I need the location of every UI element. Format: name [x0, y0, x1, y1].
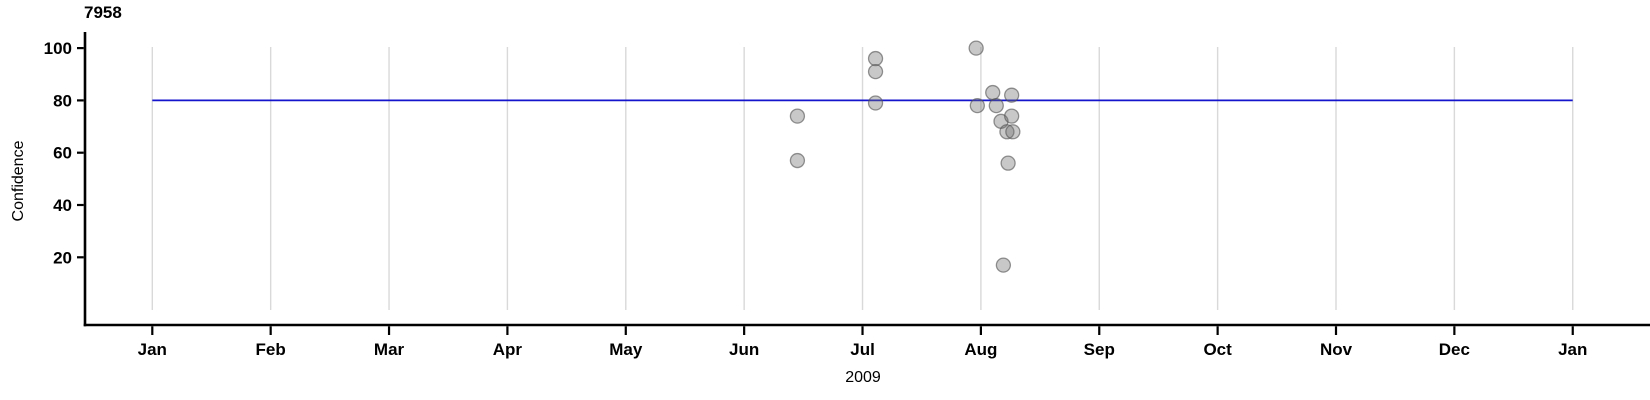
y-tick-label: 80 [53, 91, 72, 110]
chart-title: 7958 [84, 3, 122, 22]
data-point [988, 97, 1004, 114]
x-tick-label: Jun [729, 340, 759, 359]
data-point [789, 108, 806, 124]
data-point [867, 50, 884, 67]
y-tick-label: 60 [53, 144, 72, 163]
x-tick-label: Sep [1084, 340, 1115, 359]
y-tick-label: 100 [44, 39, 72, 58]
y-tick-label: 40 [53, 196, 72, 215]
data-point [789, 152, 806, 169]
x-tick-label: Apr [493, 340, 523, 359]
data-point [1004, 87, 1020, 103]
x-tick-label: Jan [1558, 340, 1587, 359]
x-tick-label: Jul [850, 340, 875, 359]
x-axis-label: 2009 [845, 369, 881, 386]
data-point [1000, 155, 1016, 171]
y-tick-label: 20 [53, 248, 72, 267]
data-point [867, 63, 884, 80]
data-point [985, 84, 1001, 101]
data-point [1005, 124, 1021, 140]
x-tick-label: Aug [964, 340, 997, 359]
data-point [1004, 108, 1020, 124]
x-tick-label: Nov [1320, 340, 1353, 359]
x-tick-label: Dec [1439, 340, 1470, 359]
x-tick-label: May [609, 340, 643, 359]
x-tick-label: Jan [138, 340, 167, 359]
data-point [968, 40, 984, 56]
data-point [999, 124, 1015, 140]
x-tick-label: Mar [374, 340, 405, 359]
data-point [995, 257, 1012, 273]
data-point [969, 97, 985, 114]
x-tick-label: Oct [1203, 340, 1232, 359]
x-tick-label: Feb [256, 340, 286, 359]
data-point [867, 95, 884, 111]
